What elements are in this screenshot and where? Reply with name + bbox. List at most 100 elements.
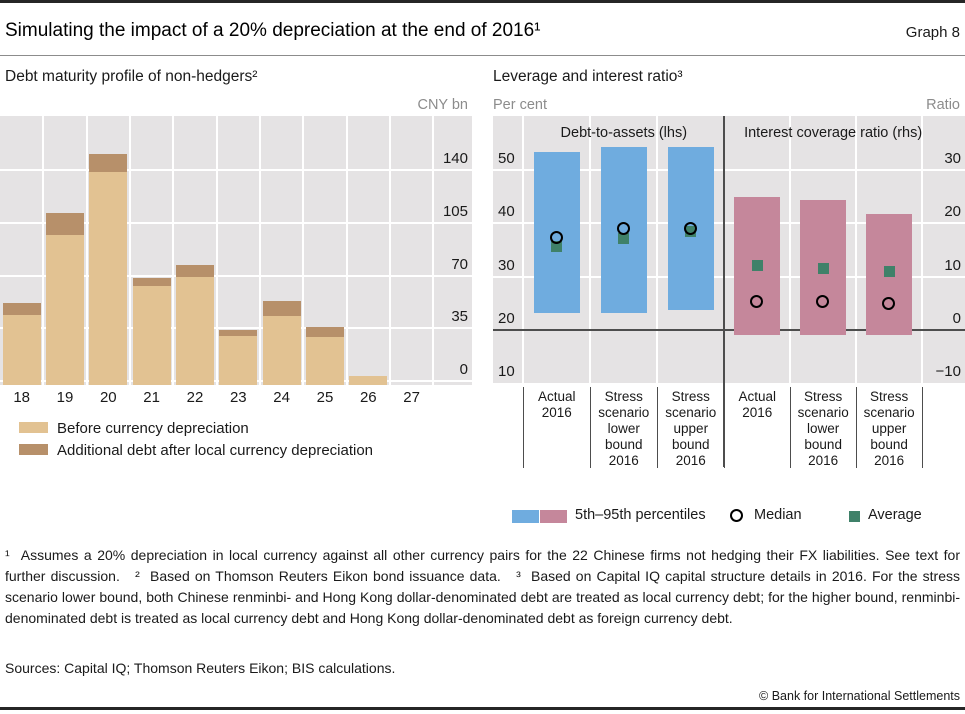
panel-label-interest-coverage: Interest coverage ratio (rhs) [744, 125, 923, 141]
zero-line [493, 329, 965, 331]
category-label: Stress scenario upper bound 2016 [863, 389, 915, 468]
right-chart-right-unit-label: Ratio [926, 97, 960, 113]
legend-median-circle-icon [730, 509, 743, 522]
x-axis-tick-label: 18 [13, 389, 30, 406]
bar-segment-additional-debt [175, 265, 214, 278]
x-axis-tick-label: 19 [56, 389, 74, 406]
right-axis-tick-label: 20 [944, 203, 961, 221]
right-chart-plot-area: Debt-to-assets (lhs) Interest coverage ra… [493, 116, 965, 383]
y-axis-tick-label: 140 [442, 150, 468, 168]
average-marker [817, 262, 829, 274]
x-axis-tick-label: 27 [403, 389, 420, 406]
grid-line-horizontal [0, 221, 472, 224]
right-chart-title: Leverage and interest ratio³ [493, 68, 683, 85]
bar-segment-additional-debt [262, 301, 301, 317]
left-axis-tick-label: 30 [498, 256, 515, 274]
header-divider-rule [0, 55, 965, 56]
y-axis-tick-label: 35 [451, 308, 468, 326]
median-marker [750, 294, 764, 308]
bar-segment-before-depreciation [45, 234, 84, 385]
median-marker [882, 296, 896, 310]
grid-line-vertical [432, 116, 435, 385]
left-axis-tick-label: 10 [498, 363, 515, 381]
category-separator-line [855, 387, 857, 468]
category-separator-line [522, 387, 524, 468]
x-axis-tick-label: 21 [143, 389, 160, 406]
left-chart-legend: Before currency depreciation Additional … [19, 420, 472, 464]
grid-line-horizontal [493, 169, 965, 172]
right-axis-tick-label: 10 [944, 256, 961, 274]
grid-line-vertical [302, 116, 305, 385]
legend-swatch-percentiles-rhs [540, 510, 567, 523]
x-axis-tick-label: 25 [316, 389, 334, 406]
bar-segment-additional-debt [132, 277, 171, 287]
bar-segment-before-depreciation [349, 375, 388, 385]
y-axis-tick-label: 105 [442, 202, 468, 220]
x-axis-tick-label: 24 [273, 389, 290, 406]
average-marker [551, 240, 563, 252]
average-marker [751, 260, 763, 271]
x-axis-tick-label: 23 [229, 389, 247, 406]
legend-swatch-additional-debt [19, 444, 48, 455]
grid-line-vertical [522, 116, 525, 383]
legend-label-additional-debt: Additional debt after local currency dep… [57, 442, 374, 459]
grid-line-horizontal [0, 274, 472, 277]
page-title: Simulating the impact of a 20% depreciat… [5, 20, 541, 41]
footnotes-text: ¹ Assumes a 20% depreciation in local cu… [5, 547, 960, 626]
legend-swatch-percentiles-lhs [512, 510, 539, 523]
category-label: Actual 2016 [538, 389, 576, 420]
category-label: Actual 2016 [738, 389, 777, 420]
bar-segment-additional-debt [219, 329, 258, 336]
bar-segment-additional-debt [2, 303, 41, 315]
bar-segment-additional-debt [89, 154, 128, 172]
bar-segment-additional-debt [305, 326, 344, 338]
right-chart-left-unit-label: Per cent [493, 97, 547, 113]
category-separator-line [723, 387, 725, 468]
grid-line-horizontal [0, 169, 472, 172]
grid-line-vertical [388, 116, 391, 385]
bar-segment-before-depreciation [2, 314, 41, 385]
right-axis-tick-label: −10 [935, 363, 961, 381]
legend-average-square-icon [849, 511, 860, 522]
x-axis-tick-label: 26 [359, 389, 377, 406]
left-chart-plot-area: 0 35 70 105 140 [0, 116, 472, 385]
grid-line-vertical [789, 116, 792, 383]
grid-line-horizontal [0, 327, 472, 330]
right-axis-tick-label: 0 [952, 310, 961, 327]
average-marker [618, 232, 630, 244]
panel-divider-line [723, 116, 725, 467]
grid-line-vertical [656, 116, 659, 383]
right-axis-tick-label: 30 [944, 150, 961, 168]
grid-line-vertical [258, 116, 261, 385]
bar-segment-before-depreciation [175, 277, 214, 385]
x-axis-tick-label: 22 [186, 389, 204, 406]
top-rule [0, 0, 965, 3]
bar-segment-before-depreciation [305, 337, 344, 385]
grid-line-horizontal [493, 275, 965, 278]
grid-line-vertical [855, 116, 858, 383]
left-axis-tick-label: 40 [498, 203, 515, 221]
category-label: Stress scenario upper bound 2016 [665, 389, 717, 468]
graph-number-label: Graph 8 [905, 24, 960, 41]
grid-line-vertical [128, 116, 131, 385]
legend-label-average: Average [868, 507, 922, 523]
y-axis-tick-label: 70 [451, 255, 468, 273]
category-separator-line [921, 387, 923, 468]
legend-label-before-depreciation: Before currency depreciation [57, 420, 249, 437]
average-marker [883, 265, 895, 277]
grid-line-vertical [42, 116, 45, 385]
grid-line-vertical [345, 116, 348, 385]
left-chart-title: Debt maturity profile of non-hedgers² [5, 68, 258, 85]
legend-label-percentiles: 5th–95th percentiles [575, 507, 706, 523]
grid-line-vertical [172, 116, 175, 385]
bar-segment-before-depreciation [262, 316, 301, 385]
sources-text: Sources: Capital IQ; Thomson Reuters Eik… [5, 660, 396, 676]
y-axis-tick-label: 0 [459, 361, 468, 378]
bar-segment-before-depreciation [89, 171, 128, 385]
bar-segment-before-depreciation [219, 335, 258, 385]
bar-segment-before-depreciation [132, 286, 171, 385]
median-marker [616, 222, 630, 236]
legend-swatch-before-depreciation [19, 422, 48, 433]
bottom-rule [0, 707, 965, 710]
